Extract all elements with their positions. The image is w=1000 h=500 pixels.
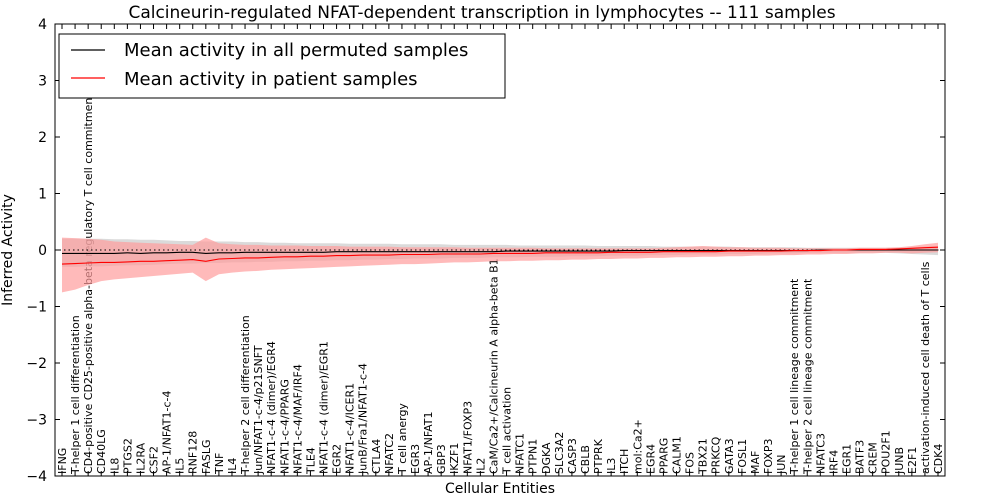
x-tick-label: NFAT1-c-4 (dimer)/EGR1 [318,341,331,474]
x-tick-label: T-helper 2 cell differentiation [239,315,252,475]
x-tick-label: T-helper 1 cell differentiation [69,315,82,475]
x-tick-label: RNF128 [187,431,200,474]
y-tick-label: 0 [38,243,47,259]
x-tick-label: PTPRK [592,438,605,474]
x-tick-label: T cell activation [501,387,514,475]
x-tick-label: PRKCQ [710,436,723,474]
x-tick-label: TBX21 [697,438,710,475]
x-tick-label: EGR1 [841,444,854,474]
x-tick-label: IKZF1 [448,443,461,474]
x-tick-label: CSF2 [148,446,161,474]
x-tick-label: JUN [775,454,788,475]
y-tick-label: 4 [38,17,47,33]
x-tick-label: IL2 [474,458,487,474]
x-tick-label: POU2F1 [880,430,893,474]
x-tick-label: IFNG [56,448,69,474]
x-tick-label: JUNB [893,447,906,475]
x-tick-label: NFAT1-c-4/ICER1 [344,383,357,474]
x-tick-label: AP-1/NFAT1-c-4 [161,390,174,474]
x-tick-label: FASLG [200,440,213,474]
y-tick-label: −2 [26,356,47,372]
x-tick-label: CBLB [579,445,592,474]
legend-box [58,33,506,99]
x-tick-label: T cell anergy [396,403,409,475]
y-tick-label: −4 [26,469,47,485]
x-tick-label: EGR2 [331,444,344,474]
x-tick-label: CREM [867,442,880,474]
x-tick-label: CDK4 [932,444,945,474]
y-axis-label: Inferred Activity [0,194,16,306]
x-tick-label: EGR4 [644,444,657,474]
x-tick-label: GBP3 [435,444,448,474]
x-tick-label: IRF4 [827,450,840,474]
x-tick-label: PPARG [657,438,670,474]
x-tick-label: FOXP3 [762,439,775,474]
x-tick-label: BATF3 [854,440,867,474]
y-tick-label: 2 [38,130,47,146]
x-tick-label: JunB/Fra1/NFAT1-c-4 [357,363,370,475]
x-tick-label: IL8 [108,458,121,474]
x-tick-label: IL3 [605,458,618,474]
x-tick-label: CaM/Ca2+/Calcineurin A alpha-beta B1 [488,258,501,474]
chart-title: Calcineurin-regulated NFAT-dependent tra… [128,3,835,23]
x-tick-label: ITCH [618,449,631,474]
x-tick-label: FOSL1 [736,439,749,474]
x-tick-label: CASP3 [566,438,579,474]
x-tick-label: FOS [684,452,697,474]
legend: Mean activity in all permuted samples Me… [58,33,506,99]
x-tick-label: NFATC1 [514,433,527,474]
x-tick-label: NFATC2 [383,433,396,474]
y-tick-label: −3 [26,413,47,429]
x-tick-label: MAF [749,451,762,474]
x-tick-label: CALM1 [671,436,684,474]
axis-ticks: −4 −3 −2 −1 0 1 2 3 4 [26,17,945,485]
x-axis-label: Cellular Entities [445,481,555,497]
x-tick-label: IL4 [226,458,239,474]
y-tick-label: −1 [26,300,47,316]
x-tick-label: DGKA [540,442,553,474]
x-tick-label: CTLA4 [370,439,383,474]
x-tick-label: SLC3A2 [553,432,566,474]
x-tick-label: CD40LG [95,429,108,474]
x-tick-label: AP-1/NFAT1 [422,411,435,474]
x-tick-label: NFAT1-c-4/MAF/IRF4 [291,364,304,474]
x-tick-label: GATA3 [723,438,736,474]
legend-label-patient: Mean activity in patient samples [124,69,418,90]
x-tick-label: mol:Ca2+ [631,419,644,474]
x-tick-label: T-helper 2 cell lineage commitment [801,278,814,475]
x-tick-label: IL2RA [134,442,147,474]
x-tick-label: PTGS2 [121,438,134,474]
y-tick-label: 3 [38,74,47,90]
x-tick-label: NFAT1-c-4/PPARG [278,379,291,474]
y-tick-label: 1 [38,187,47,203]
x-tick-label: Jun/NFAT1-c-4/p21SNFT [252,345,265,475]
x-tick-label: E2F1 [906,447,919,474]
x-tick-label: TLE4 [304,447,317,475]
x-tick-label: TNF [213,453,226,475]
line-layer [55,246,945,265]
patient-mean-line [61,246,939,265]
x-tick-label: NFAT1/FOXP3 [461,401,474,474]
x-tick-label: activation-induced cell death of T cells [919,261,932,474]
x-tick-label: T-helper 1 cell lineage commitment [788,278,801,475]
x-tick-label: NFATC3 [814,433,827,474]
x-tick-label: IL5 [174,458,187,474]
x-tick-label: EGR3 [409,444,422,474]
x-tick-label: NFAT1-c-4 (dimer)/EGR4 [265,341,278,474]
legend-label-permuted: Mean activity in all permuted samples [124,40,468,61]
x-tick-label: PTPN1 [527,439,540,474]
